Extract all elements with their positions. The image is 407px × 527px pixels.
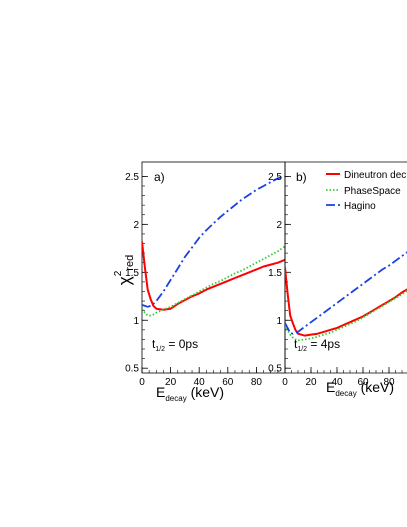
panel-b-y-tick-label: 2.5	[268, 172, 282, 183]
panel-b-x-tick-label: 40	[331, 377, 343, 388]
y-axis-title-main: χ	[115, 276, 134, 285]
panel-a-series-phasespace	[142, 245, 285, 317]
panel-a: 0.511.522.5 0 20 40 60 80 a) t1/2 = 0ps Edec…	[125, 161, 286, 403]
panel-a-y-ticks: 0.5 1 1.5 2 2.5	[125, 172, 148, 375]
panel-b-y-tick-label: 1.5	[268, 268, 282, 279]
panel-b-x-axis-title-sub: decay	[335, 389, 356, 398]
panel-a-annotation-rest: = 0ps	[165, 337, 198, 351]
y-axis-title: χ2red	[113, 255, 136, 285]
panel-b-x-tick-label: 80	[383, 377, 395, 388]
panel-b-y-tick-label: 1	[276, 316, 282, 327]
panel-b-x-axis-title-unit: (keV)	[357, 379, 394, 395]
panel-a-x-axis-title-sub: decay	[165, 394, 186, 403]
panel-a-annotation-main: t	[152, 337, 156, 351]
panel-b-y-ticks: 0.5 1 1.5 2 2.5	[268, 172, 291, 375]
panel-a-x-tick-label: 60	[222, 377, 234, 388]
panel-a-y-tick-label: 0.5	[125, 364, 139, 375]
panel-a-x-ticks: 0 20 40 60 80	[139, 367, 286, 388]
panel-a-x-axis-title-unit: (keV)	[187, 384, 224, 400]
legend-label-dineutron: Dineutron dec	[344, 170, 406, 181]
panel-a-x-axis-title-main: E	[156, 384, 165, 400]
panel-b-annotation-main: t	[294, 337, 298, 351]
y-axis-title-sub: red	[124, 255, 136, 271]
panel-b-series-dineutron-dec	[285, 267, 407, 337]
panel-b-y-tick-label: 2	[276, 220, 282, 231]
legend-label-hagino: Hagino	[344, 201, 376, 212]
panel-a-y-tick-label: 2.5	[125, 172, 139, 183]
panel-b-annotation: t1/2 = 4ps	[294, 337, 340, 353]
panel-a-x-tick-label: 80	[251, 377, 263, 388]
panel-a-y-tick-label: 1	[133, 316, 139, 327]
panel-a-series	[142, 175, 285, 317]
panel-a-y-tick-label: 1.5	[125, 268, 139, 279]
panel-b-y-tick-label: 0.5	[268, 364, 282, 375]
panel-a-x-tick-label: 0	[139, 377, 145, 388]
panel-b-series-phasespace	[285, 289, 407, 342]
panel-a-y-tick-label: 2	[133, 220, 139, 231]
panel-b-annotation-sub: 1/2	[297, 346, 307, 353]
panel-b-x-tick-label: 60	[357, 377, 369, 388]
panel-b-annotation-rest: = 4ps	[307, 337, 340, 351]
panel-b-x-tick-label: 0	[282, 377, 288, 388]
panel-b-tag: b)	[296, 170, 307, 184]
panel-a-series-dineutron-dec	[142, 241, 285, 311]
panel-a-x-axis-title: Edecay (keV)	[156, 384, 224, 403]
panel-a-series-hagino	[142, 175, 285, 308]
panel-a-annotation-sub: 1/2	[155, 346, 165, 353]
panel-b-x-tick-label: 20	[305, 377, 317, 388]
panel-a-x-tick-label: 40	[194, 377, 206, 388]
panel-a-annotation: t1/2 = 0ps	[152, 337, 198, 353]
panel-b-x-axis-title-main: E	[326, 379, 335, 395]
panel-b-x-axis-title: Edecay (keV)	[326, 379, 394, 398]
legend: Dineutron dec PhaseSpace Hagino	[326, 170, 406, 212]
legend-label-phasespace: PhaseSpace	[344, 186, 401, 197]
panel-a-x-tick-label: 20	[165, 377, 177, 388]
panel-b-x-ticks: 0 20 40 60 80	[282, 367, 403, 388]
panel-b: 0.5 1 1.5 2 2.5 0 20 40 60 80 b) t1/2 = 4ps Edec…	[268, 161, 407, 398]
y-axis-title-sup: 2	[113, 270, 124, 276]
panel-b-series	[285, 251, 407, 342]
panel-a-tag: a)	[154, 170, 165, 184]
panel-b-series-hagino	[285, 251, 407, 335]
